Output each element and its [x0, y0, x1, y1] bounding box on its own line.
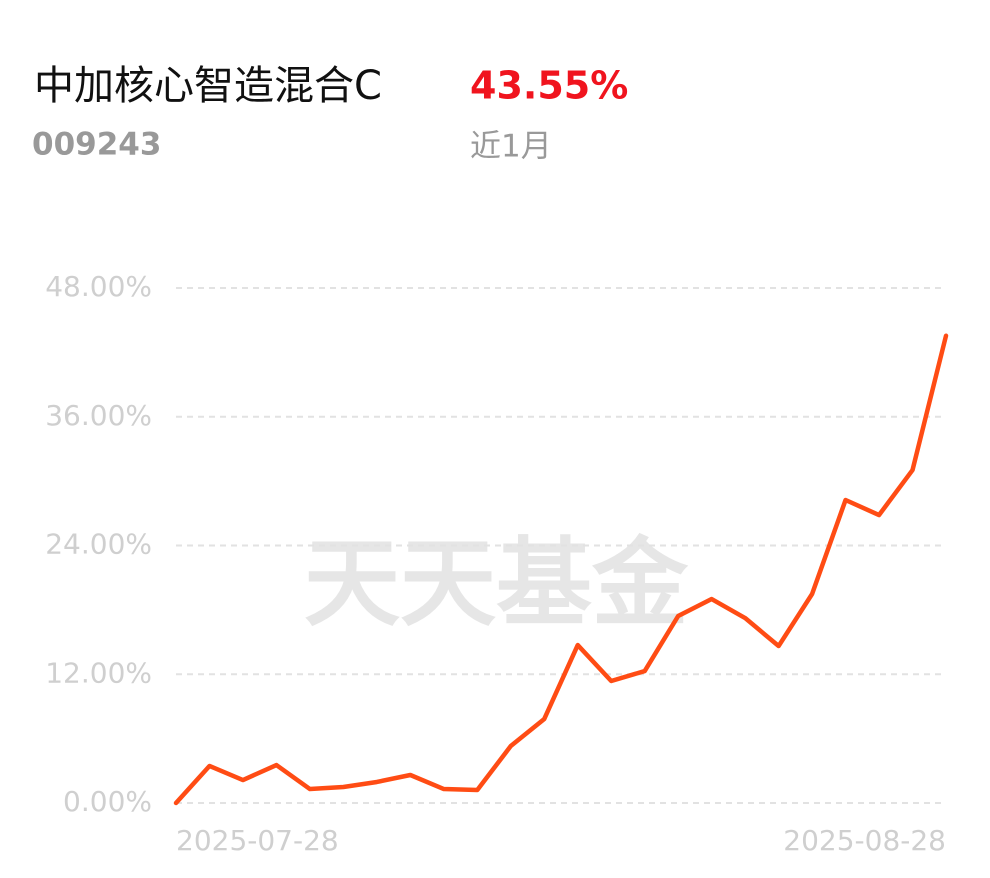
period-label: 近1月: [470, 129, 552, 165]
x-tick-label: 2025-08-28: [783, 824, 946, 857]
fund-code: 009243: [32, 127, 161, 163]
x-tick-label: 2025-07-28: [176, 824, 339, 857]
y-tick-label: 48.00%: [45, 270, 152, 303]
y-tick-label: 24.00%: [45, 528, 152, 561]
line-series: [173, 333, 949, 806]
fund-title: 中加核心智造混合C: [34, 63, 382, 109]
y-tick-label: 12.00%: [45, 656, 152, 689]
fund-return: 43.55%: [470, 64, 628, 108]
watermark: 天天基金: [304, 527, 689, 639]
y-tick-label: 36.00%: [45, 399, 152, 432]
y-tick-label: 0.00%: [63, 785, 152, 818]
